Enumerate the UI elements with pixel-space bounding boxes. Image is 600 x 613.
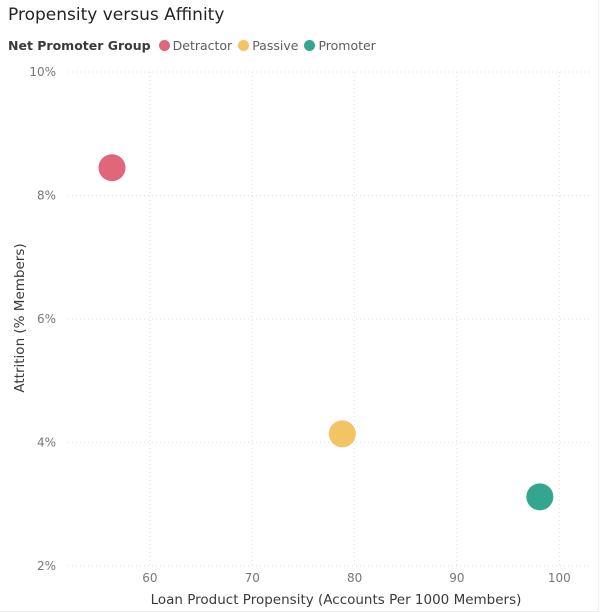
y-tick-label: 2%	[37, 559, 56, 573]
data-points	[98, 154, 554, 511]
data-point-passive[interactable]	[328, 420, 356, 448]
legend-label-passive: Passive	[252, 38, 299, 53]
legend-label-promoter: Promoter	[318, 38, 376, 53]
legend: Net Promoter Group Detractor Passive Pro…	[8, 38, 382, 53]
y-tick-label: 4%	[37, 436, 56, 450]
chart-title: Propensity versus Affinity	[8, 5, 225, 25]
y-tick-label: 10%	[29, 65, 56, 79]
x-tick-label: 100	[548, 571, 571, 585]
x-tick-label: 60	[142, 571, 157, 585]
x-tick-label: 80	[347, 571, 362, 585]
y-tick-label: 6%	[37, 312, 56, 326]
legend-dot-detractor	[158, 40, 170, 51]
x-tick-label: 70	[245, 571, 260, 585]
legend-item-detractor[interactable]: Detractor	[158, 38, 233, 53]
legend-dot-promoter	[304, 40, 316, 51]
legend-item-promoter[interactable]: Promoter	[304, 38, 376, 53]
x-axis-title: Loan Product Propensity (Accounts Per 10…	[151, 592, 522, 608]
data-point-promoter[interactable]	[526, 483, 554, 511]
y-axis-ticks: 2% 4% 6% 8% 10%	[29, 65, 56, 573]
y-axis-title: Attrition (% Members)	[12, 243, 28, 392]
x-axis-ticks: 60 70 80 90 100	[142, 571, 571, 585]
legend-label-detractor: Detractor	[172, 38, 233, 53]
gridlines	[68, 71, 590, 567]
y-tick-label: 8%	[37, 189, 56, 203]
legend-dot-passive	[238, 40, 250, 51]
x-tick-label: 90	[449, 571, 464, 585]
data-point-detractor[interactable]	[98, 154, 126, 182]
legend-item-passive[interactable]: Passive	[238, 38, 298, 53]
legend-title: Net Promoter Group	[8, 38, 151, 53]
